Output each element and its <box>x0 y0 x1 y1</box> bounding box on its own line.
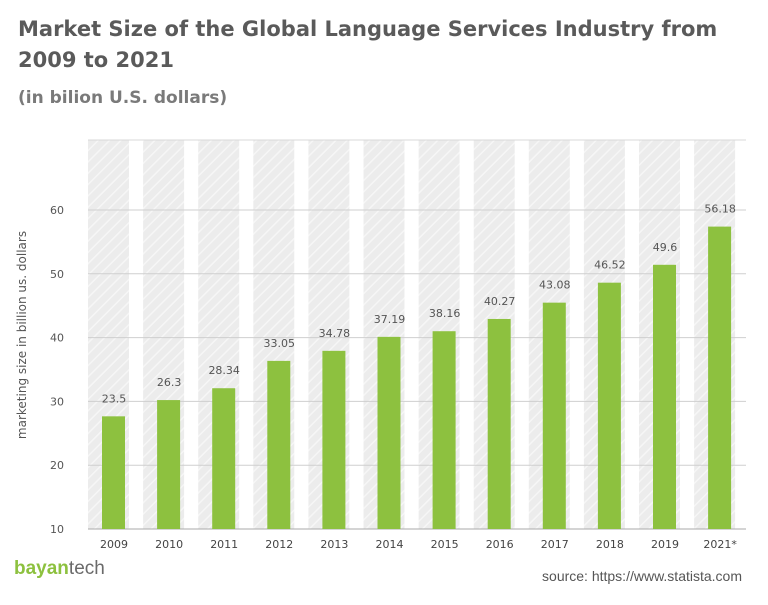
data-label: 43.08 <box>539 279 571 292</box>
x-tick-label: 2014 <box>376 538 404 551</box>
logo-text-bayan: bayan <box>14 558 69 579</box>
bar-2012 <box>267 360 291 529</box>
data-label: 37.19 <box>374 313 406 326</box>
x-tick-label: 2017 <box>541 538 569 551</box>
y-tick-label: 30 <box>50 395 64 408</box>
bar-2016 <box>487 318 511 529</box>
bar-2021* <box>708 226 732 530</box>
data-label: 40.27 <box>484 295 516 308</box>
x-tick-label: 2018 <box>596 538 624 551</box>
x-tick-label: 2016 <box>486 538 514 551</box>
data-label: 38.16 <box>429 307 461 320</box>
bar-2019 <box>653 264 676 529</box>
data-label: 56.18 <box>704 203 736 216</box>
bayantech-logo: bayantech <box>14 558 105 580</box>
x-tick-label: 2009 <box>100 538 128 551</box>
y-tick-label: 10 <box>50 523 64 536</box>
data-label: 46.52 <box>594 259 626 272</box>
bar-2014 <box>377 336 401 529</box>
x-tick-label: 2012 <box>265 538 293 551</box>
y-tick-label: 50 <box>50 268 64 281</box>
data-label: 49.6 <box>653 241 678 254</box>
x-tick-label: 2021* <box>703 538 737 551</box>
y-tick-label: 60 <box>50 204 64 217</box>
bar-2011 <box>212 388 236 529</box>
x-tick-label: 2015 <box>431 538 459 551</box>
data-label: 28.34 <box>208 364 240 377</box>
source-text: source: https://www.statista.com <box>542 568 742 584</box>
y-tick-label: 20 <box>50 459 64 472</box>
data-label: 23.5 <box>102 392 127 405</box>
bar-2009 <box>102 416 125 529</box>
bar-2015 <box>432 331 456 529</box>
data-label: 26.3 <box>157 376 182 389</box>
bar-2017 <box>542 302 566 529</box>
x-tick-label: 2010 <box>155 538 183 551</box>
bar-2018 <box>597 282 621 529</box>
bar-2013 <box>322 350 346 529</box>
data-label: 33.05 <box>264 337 296 350</box>
x-tick-label: 2019 <box>651 538 679 551</box>
y-tick-label: 40 <box>50 332 64 345</box>
y-axis-label: marketing size in billion us. dollars <box>15 231 29 439</box>
bar-2010 <box>157 400 181 529</box>
chart-subtitle: (in bilion U.S. dollars) <box>18 88 228 108</box>
x-tick-label: 2011 <box>210 538 238 551</box>
logo-text-tech: tech <box>68 558 105 579</box>
data-label: 34.78 <box>319 327 351 340</box>
chart-title: Market Size of the Global Language Servi… <box>18 17 718 72</box>
x-tick-label: 2013 <box>320 538 348 551</box>
